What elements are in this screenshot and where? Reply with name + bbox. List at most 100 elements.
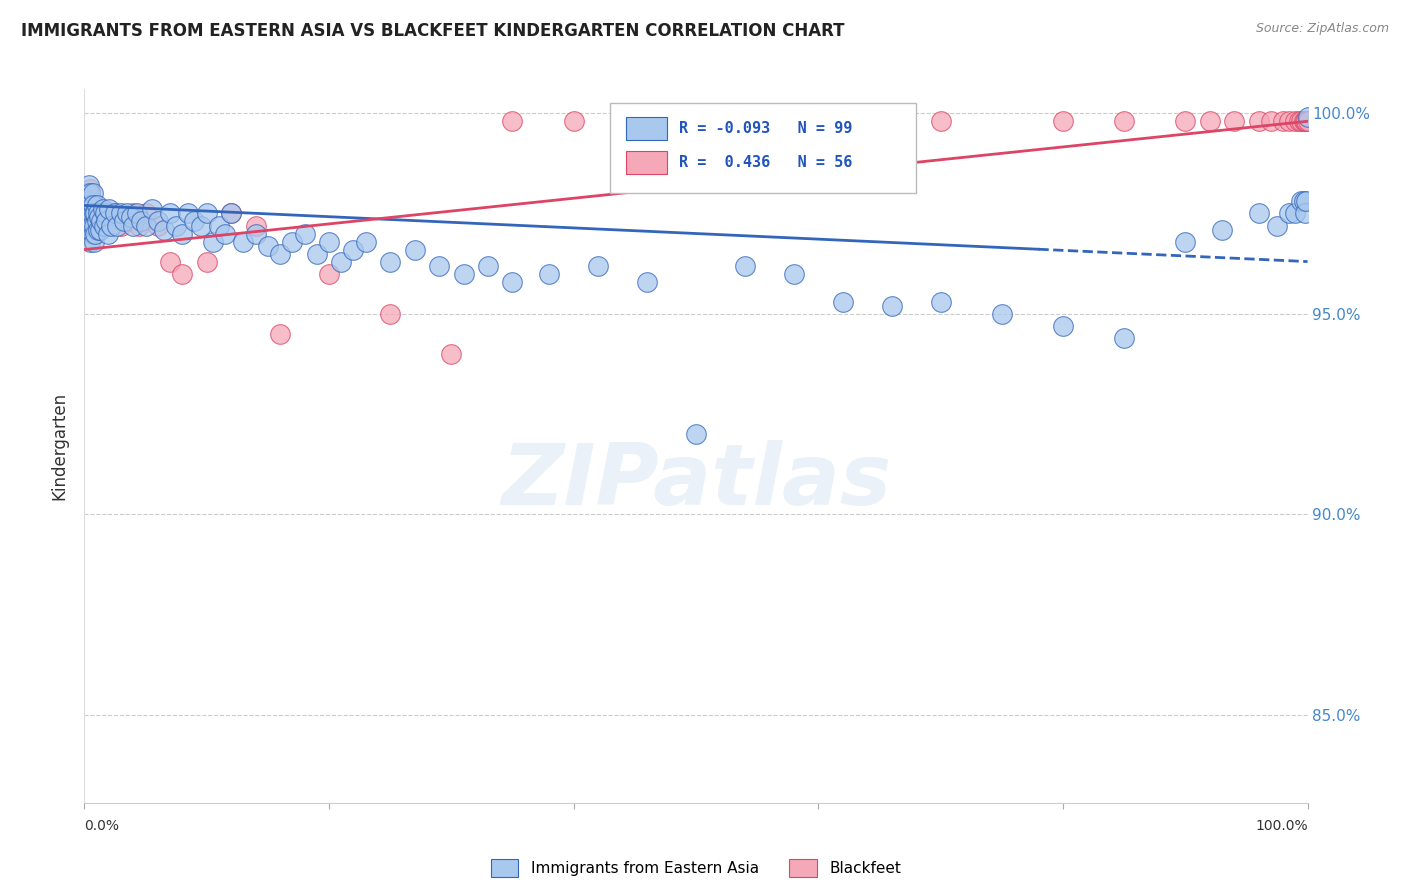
Point <box>91 202 114 217</box>
Point <box>153 222 176 236</box>
Point <box>232 235 254 249</box>
Point <box>141 202 163 217</box>
Point <box>219 206 242 220</box>
Point <box>1114 114 1136 128</box>
Point <box>77 194 100 209</box>
Point <box>80 194 103 209</box>
Point <box>77 198 100 212</box>
Legend: Immigrants from Eastern Asia, Blackfeet: Immigrants from Eastern Asia, Blackfeet <box>485 854 907 883</box>
Point <box>1223 114 1246 128</box>
Point <box>76 194 98 209</box>
Point <box>83 206 105 220</box>
Point <box>269 326 291 341</box>
Text: ZIPatlas: ZIPatlas <box>501 440 891 524</box>
Point <box>177 206 200 220</box>
Point <box>86 206 108 220</box>
Point <box>83 219 105 233</box>
Point <box>427 259 450 273</box>
Point <box>1284 114 1306 128</box>
Point <box>880 299 903 313</box>
Point <box>1265 219 1288 233</box>
Point <box>734 259 756 273</box>
Point <box>1292 114 1315 128</box>
Point <box>82 198 104 212</box>
Point <box>685 427 707 442</box>
Point <box>502 275 524 289</box>
Point <box>97 202 120 217</box>
Point <box>1295 114 1317 128</box>
Point <box>269 246 291 260</box>
Point <box>1174 235 1197 249</box>
Point <box>586 259 609 273</box>
Point <box>219 206 242 220</box>
FancyBboxPatch shape <box>610 103 917 193</box>
Point <box>1247 114 1270 128</box>
Point <box>1288 114 1310 128</box>
Text: Source: ZipAtlas.com: Source: ZipAtlas.com <box>1256 22 1389 36</box>
Point <box>1272 114 1295 128</box>
Point <box>91 214 114 228</box>
Point <box>305 246 328 260</box>
Point <box>105 219 128 233</box>
Point <box>685 114 707 128</box>
Point <box>562 114 585 128</box>
Point <box>80 206 103 220</box>
Point <box>195 206 218 220</box>
Point <box>115 214 138 228</box>
Point <box>87 211 110 225</box>
Point <box>214 227 236 241</box>
Point <box>77 206 100 220</box>
Point <box>538 267 561 281</box>
Point <box>79 198 101 212</box>
Text: 0.0%: 0.0% <box>84 819 120 833</box>
Point <box>110 206 132 220</box>
Point <box>84 206 107 220</box>
Point <box>190 219 212 233</box>
Point <box>82 227 104 241</box>
Point <box>82 186 104 201</box>
Point <box>318 267 340 281</box>
Point <box>112 214 135 228</box>
Point <box>1295 194 1317 209</box>
Point <box>77 186 100 201</box>
Point <box>83 206 105 220</box>
Point <box>77 214 100 228</box>
Point <box>86 214 108 228</box>
Point <box>120 211 142 225</box>
Point <box>77 194 100 209</box>
Point <box>83 235 105 249</box>
Point <box>122 206 145 220</box>
Point <box>342 243 364 257</box>
Point <box>97 227 120 241</box>
Bar <box>626 151 666 175</box>
Point <box>1198 114 1220 128</box>
Point <box>354 235 377 249</box>
Point <box>96 219 118 233</box>
Point <box>929 294 952 309</box>
Point <box>380 307 402 321</box>
Point <box>104 206 127 220</box>
Point <box>195 254 218 268</box>
Point <box>79 198 101 212</box>
Point <box>115 206 138 220</box>
Point <box>502 114 524 128</box>
Point <box>1292 194 1315 209</box>
Point <box>208 219 231 233</box>
Point <box>172 227 194 241</box>
Point <box>135 219 157 233</box>
Point <box>929 114 952 128</box>
Point <box>93 219 115 233</box>
Point <box>79 211 101 225</box>
Point <box>183 214 205 228</box>
Point <box>76 186 98 201</box>
Point <box>1294 206 1316 220</box>
Point <box>330 254 353 268</box>
Point <box>128 219 150 233</box>
Text: IMMIGRANTS FROM EASTERN ASIA VS BLACKFEET KINDERGARTEN CORRELATION CHART: IMMIGRANTS FROM EASTERN ASIA VS BLACKFEE… <box>21 22 845 40</box>
Point <box>110 219 132 233</box>
Point <box>1174 114 1197 128</box>
Point <box>172 267 194 281</box>
Point <box>87 222 110 236</box>
Point <box>991 307 1014 321</box>
Point <box>80 219 103 233</box>
